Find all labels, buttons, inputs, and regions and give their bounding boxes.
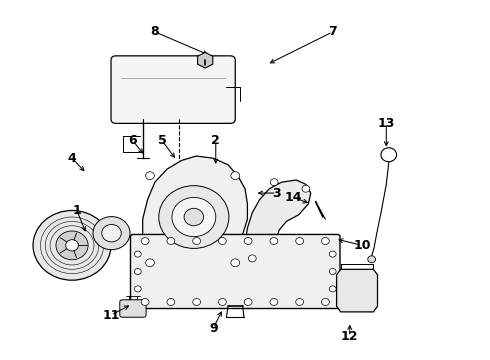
Text: 9: 9 <box>209 321 218 334</box>
Circle shape <box>167 298 175 306</box>
FancyBboxPatch shape <box>120 300 146 317</box>
Circle shape <box>93 217 130 250</box>
Circle shape <box>219 298 226 306</box>
Circle shape <box>368 256 375 263</box>
Text: 7: 7 <box>328 26 337 39</box>
Text: 13: 13 <box>378 117 395 130</box>
Circle shape <box>193 238 200 244</box>
Circle shape <box>296 298 303 306</box>
Circle shape <box>134 286 141 292</box>
Circle shape <box>134 269 141 275</box>
Circle shape <box>248 255 256 262</box>
Circle shape <box>172 197 216 237</box>
Circle shape <box>141 298 149 306</box>
Circle shape <box>321 298 329 306</box>
Text: 14: 14 <box>285 191 302 204</box>
Circle shape <box>141 238 149 244</box>
Circle shape <box>270 238 278 244</box>
Text: 4: 4 <box>68 152 76 165</box>
Text: 3: 3 <box>272 186 281 199</box>
Circle shape <box>270 298 278 306</box>
Polygon shape <box>337 269 377 312</box>
Circle shape <box>244 238 252 244</box>
Circle shape <box>329 269 336 275</box>
Circle shape <box>56 231 88 260</box>
Text: 8: 8 <box>150 26 159 39</box>
Circle shape <box>146 172 154 180</box>
Circle shape <box>270 179 278 186</box>
Circle shape <box>219 238 226 244</box>
Text: 6: 6 <box>129 134 137 147</box>
Polygon shape <box>197 52 213 68</box>
Text: 10: 10 <box>353 239 370 252</box>
FancyBboxPatch shape <box>130 234 340 309</box>
FancyBboxPatch shape <box>111 56 235 123</box>
Text: 5: 5 <box>158 134 167 147</box>
Polygon shape <box>143 156 247 280</box>
Circle shape <box>231 172 240 180</box>
Circle shape <box>167 238 175 244</box>
Circle shape <box>134 251 141 257</box>
Circle shape <box>66 240 78 251</box>
Text: 11: 11 <box>102 309 120 321</box>
Text: 12: 12 <box>341 330 359 343</box>
Circle shape <box>184 208 203 226</box>
Circle shape <box>302 185 310 192</box>
Circle shape <box>321 238 329 244</box>
Circle shape <box>159 186 229 248</box>
Text: 2: 2 <box>211 134 220 147</box>
Circle shape <box>102 224 121 242</box>
Circle shape <box>146 259 154 267</box>
Circle shape <box>193 298 200 306</box>
Polygon shape <box>245 180 311 261</box>
Circle shape <box>33 211 111 280</box>
Circle shape <box>231 259 240 267</box>
Circle shape <box>329 251 336 257</box>
Circle shape <box>296 238 303 244</box>
Text: 1: 1 <box>73 204 81 217</box>
Circle shape <box>244 298 252 306</box>
Circle shape <box>329 286 336 292</box>
